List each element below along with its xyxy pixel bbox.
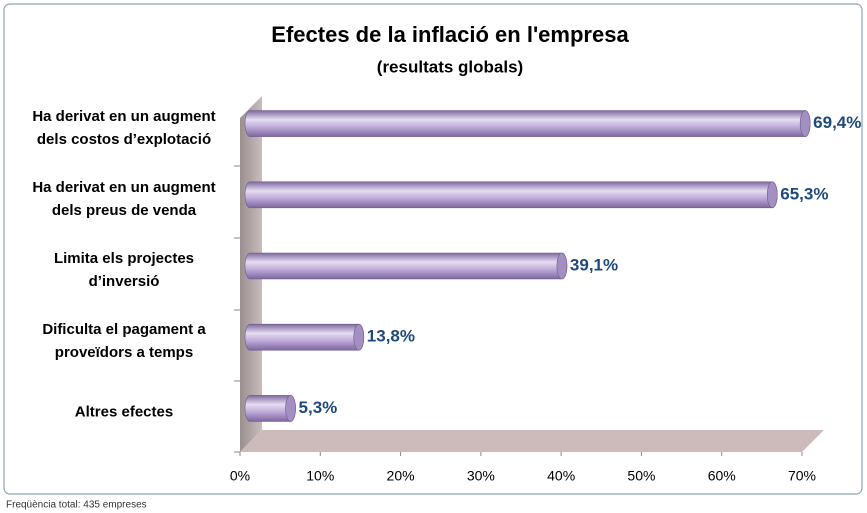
y-tick-label: Ha derivat en un augment dels preus de v… bbox=[32, 178, 216, 219]
x-tick-label: 30% bbox=[467, 468, 495, 484]
bar-cap bbox=[353, 323, 365, 351]
x-tick-label: 10% bbox=[306, 468, 334, 484]
bar bbox=[244, 181, 778, 209]
chart-title: Efectes de la inflació en l'empresa bbox=[271, 22, 629, 47]
bar-cap bbox=[766, 181, 778, 209]
y-tick-label: Dificulta el pagament a proveïdors a tem… bbox=[42, 321, 206, 362]
value-label: 5,3% bbox=[299, 398, 338, 417]
value-label: 69,4% bbox=[813, 113, 861, 132]
x-tick-label: 20% bbox=[387, 468, 415, 484]
value-label: 39,1% bbox=[570, 255, 618, 274]
value-label: 13,8% bbox=[367, 327, 415, 346]
x-tick-label: 50% bbox=[627, 468, 655, 484]
y-tick-label: Altres efectes bbox=[74, 403, 174, 421]
bar-cap bbox=[799, 110, 811, 137]
x-tick-label: 40% bbox=[547, 468, 575, 484]
bar-cap bbox=[285, 395, 296, 422]
chart-subtitle: (resultats globals) bbox=[377, 57, 523, 76]
category-ticks bbox=[234, 165, 240, 453]
footnote: Freqüència total: 435 empreses bbox=[6, 500, 147, 511]
x-tick-label: 70% bbox=[788, 468, 816, 484]
y-tick-label: Limita els projectes d’inversió bbox=[53, 250, 195, 290]
bar bbox=[244, 323, 365, 351]
value-label: 65,3% bbox=[780, 184, 828, 203]
bar bbox=[244, 110, 811, 137]
y-tick-label: Ha derivat en un augment dels costos d’e… bbox=[32, 107, 216, 148]
x-tick-label: 0% bbox=[230, 468, 250, 484]
floor bbox=[240, 430, 824, 452]
bar bbox=[244, 252, 568, 280]
bar-cap bbox=[556, 252, 568, 280]
x-tick-label: 60% bbox=[708, 468, 736, 484]
